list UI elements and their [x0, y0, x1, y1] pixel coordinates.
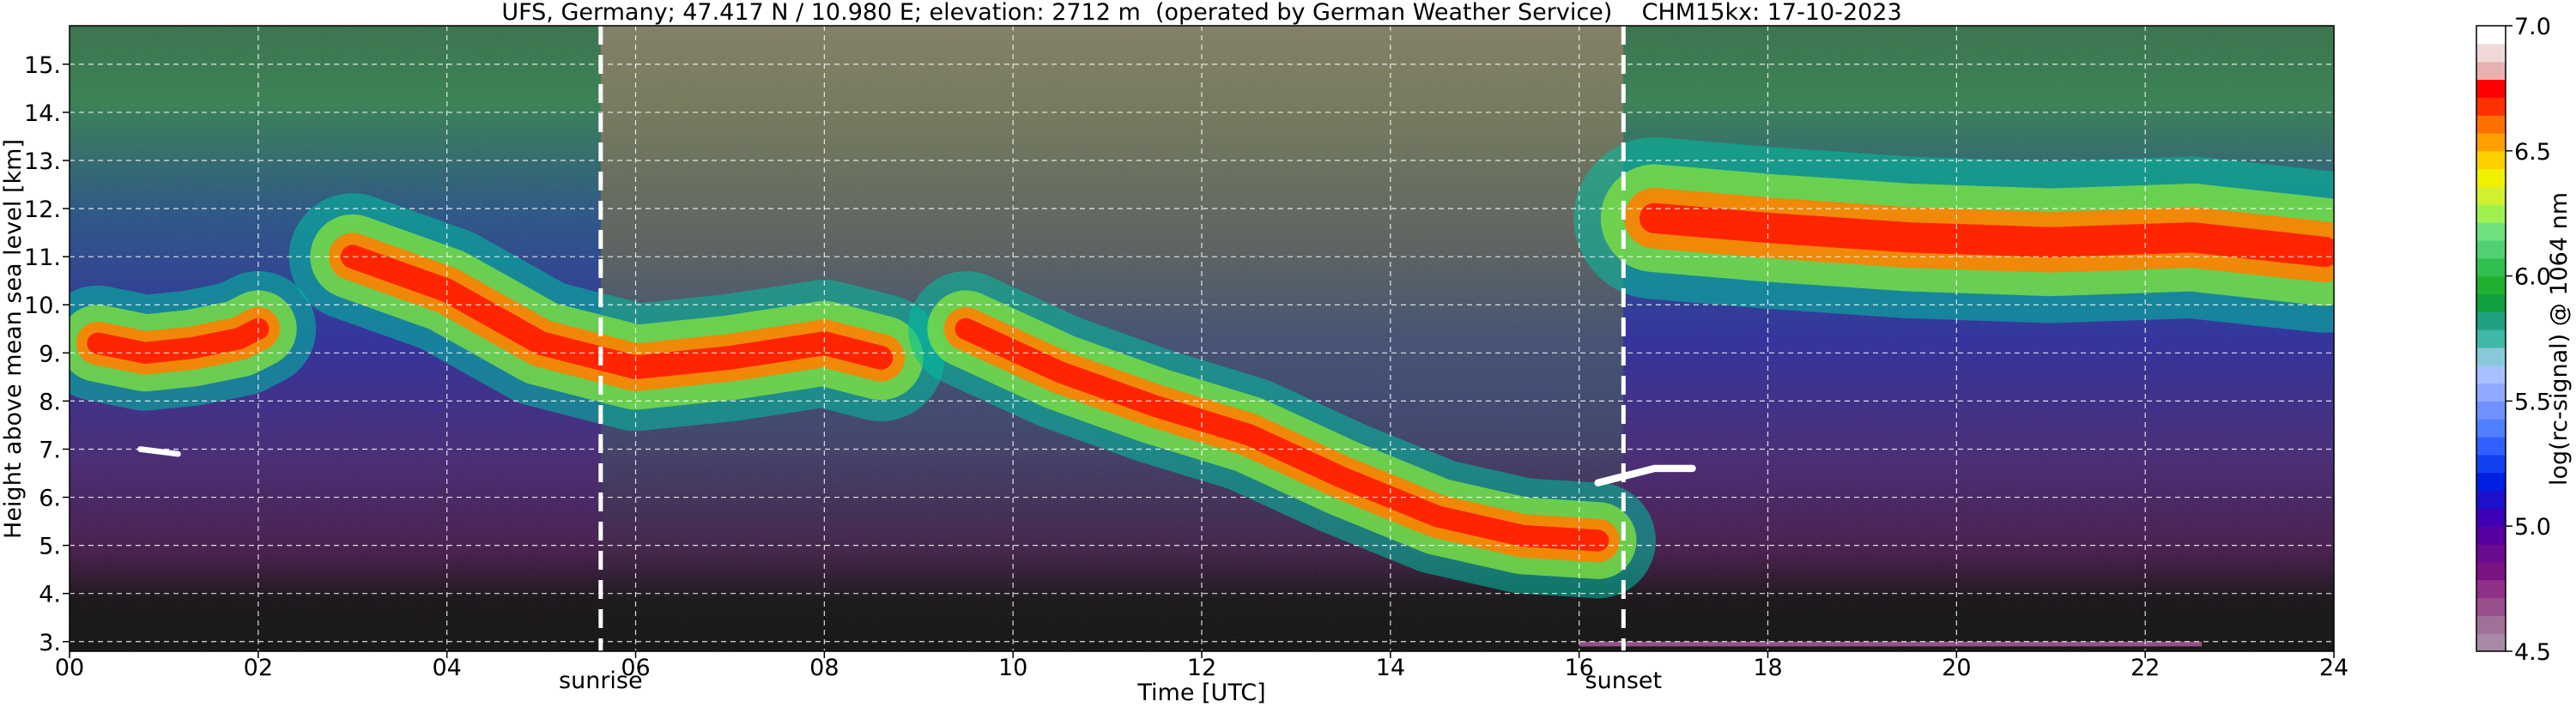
colorbar-swatch: [2476, 79, 2506, 98]
colorbar-swatch: [2476, 275, 2506, 295]
cloud-layer: [137, 446, 181, 457]
colorbar-swatch: [2476, 186, 2506, 205]
y-tick-label: 7.: [39, 437, 61, 463]
colorbar-frame: [2476, 25, 2506, 652]
colorbar-swatch: [2476, 526, 2506, 545]
colorbar-swatch: [2476, 222, 2506, 241]
y-tick-label: 13.: [24, 148, 61, 175]
cirrus-layer: [87, 317, 270, 364]
colorbar-tick-label: 7.0: [2514, 14, 2551, 40]
colorbar-swatch: [2476, 561, 2506, 581]
chart-title: UFS, Germany; 47.417 N / 10.980 E; eleva…: [501, 0, 1901, 26]
colorbar-tick-label: 5.0: [2514, 514, 2551, 541]
x-axis: 00 02 04 06 08 10 12 14 16 18 20 22 24: [55, 651, 2349, 681]
colorbar: 4.5 5.0 5.5 6.0 6.5 7.0: [2476, 14, 2551, 666]
x-tick-label: 22: [2131, 655, 2160, 681]
colorbar-swatch: [2476, 168, 2506, 188]
colorbar-swatch: [2476, 544, 2506, 563]
x-tick-label: 12: [1187, 655, 1216, 681]
colorbar-swatch: [2476, 490, 2506, 509]
surface-layer: [1579, 641, 2203, 647]
y-tick-label: 12.: [24, 196, 61, 223]
x-tick-label: 08: [809, 655, 839, 681]
y-tick-label: 4.: [39, 582, 61, 608]
colorbar-swatch: [2476, 633, 2506, 652]
colorbar-swatch: [2476, 383, 2506, 402]
x-tick-label: 16: [1564, 655, 1593, 681]
colorbar-label: log(rc-signal) @ 1064 nm: [2546, 192, 2573, 486]
y-tick-label: 6.: [39, 486, 61, 512]
cirrus-layer: [1639, 202, 2334, 268]
colorbar-swatch: [2476, 61, 2506, 81]
colorbar-swatch: [2476, 579, 2506, 599]
y-tick-label: 14.: [24, 100, 61, 127]
x-tick-label: 20: [1942, 655, 1971, 681]
colorbar-swatch: [2476, 401, 2506, 420]
y-tick-label: 11.: [24, 245, 61, 271]
colorbar-swatch: [2476, 204, 2506, 223]
y-tick-label: 10.: [24, 293, 61, 319]
sun-markers: sunrise sunset: [559, 26, 1662, 694]
colorbar-swatch: [2476, 97, 2506, 116]
y-tick-label: 15.: [24, 52, 61, 79]
colorbar-swatch: [2476, 365, 2506, 384]
colorbar-swatch: [2476, 239, 2506, 259]
colorbar-swatch: [2476, 508, 2506, 527]
x-tick-label: 04: [432, 655, 461, 681]
sun-marker-label: sunset: [1585, 668, 1663, 694]
x-tick-label: 00: [55, 655, 84, 681]
colorbar-swatch: [2476, 43, 2506, 63]
cirrus-layer: [955, 317, 1609, 552]
x-tick-label: 02: [244, 655, 273, 681]
colorbar-swatch: [2476, 257, 2506, 277]
colorbar-swatch: [2476, 132, 2506, 152]
grid-lines: [70, 26, 2334, 651]
y-tick-label: 9.: [39, 341, 61, 367]
x-tick-label: 14: [1376, 655, 1405, 681]
x-tick-label: 06: [621, 655, 650, 681]
colorbar-swatch: [2476, 150, 2506, 170]
colorbar-swatch: [2476, 115, 2506, 134]
colorbar-swatch: [2476, 597, 2506, 616]
colorbar-tick-label: 5.5: [2514, 389, 2551, 415]
colorbar-swatch: [2476, 472, 2506, 492]
colorbar-swatch: [2476, 454, 2506, 474]
y-tick-label: 8.: [39, 389, 61, 415]
colorbar-swatch: [2476, 615, 2506, 634]
x-tick-label: 24: [2319, 655, 2349, 681]
x-tick-label: 18: [1753, 655, 1782, 681]
sun-marker-label: sunrise: [559, 668, 643, 694]
colorbar-swatch: [2476, 311, 2506, 330]
colorbar-swatch: [2476, 26, 2506, 45]
colorbar-swatch: [2476, 329, 2506, 348]
colorbar-tick-label: 6.0: [2514, 264, 2551, 291]
y-tick-label: 3.: [39, 630, 61, 656]
x-axis-label: Time [UTC]: [1136, 680, 1265, 706]
colorbar-tick-label: 4.5: [2514, 639, 2551, 666]
y-tick-label: 5.: [39, 534, 61, 560]
colorbar-tick-label: 6.5: [2514, 139, 2551, 166]
colorbar-swatch: [2476, 347, 2506, 366]
colorbar-swatch: [2476, 419, 2506, 438]
colorbar-swatch: [2476, 437, 2506, 456]
colorbar-swatch: [2476, 293, 2506, 312]
y-axis: 3. 4. 5. 6. 7. 8. 9. 10. 11. 12. 13. 14. 15.: [24, 52, 70, 656]
cloud-layer: [1594, 464, 1696, 486]
x-tick-label: 10: [998, 655, 1027, 681]
y-axis-label: Height above mean sea level [km]: [0, 139, 27, 539]
